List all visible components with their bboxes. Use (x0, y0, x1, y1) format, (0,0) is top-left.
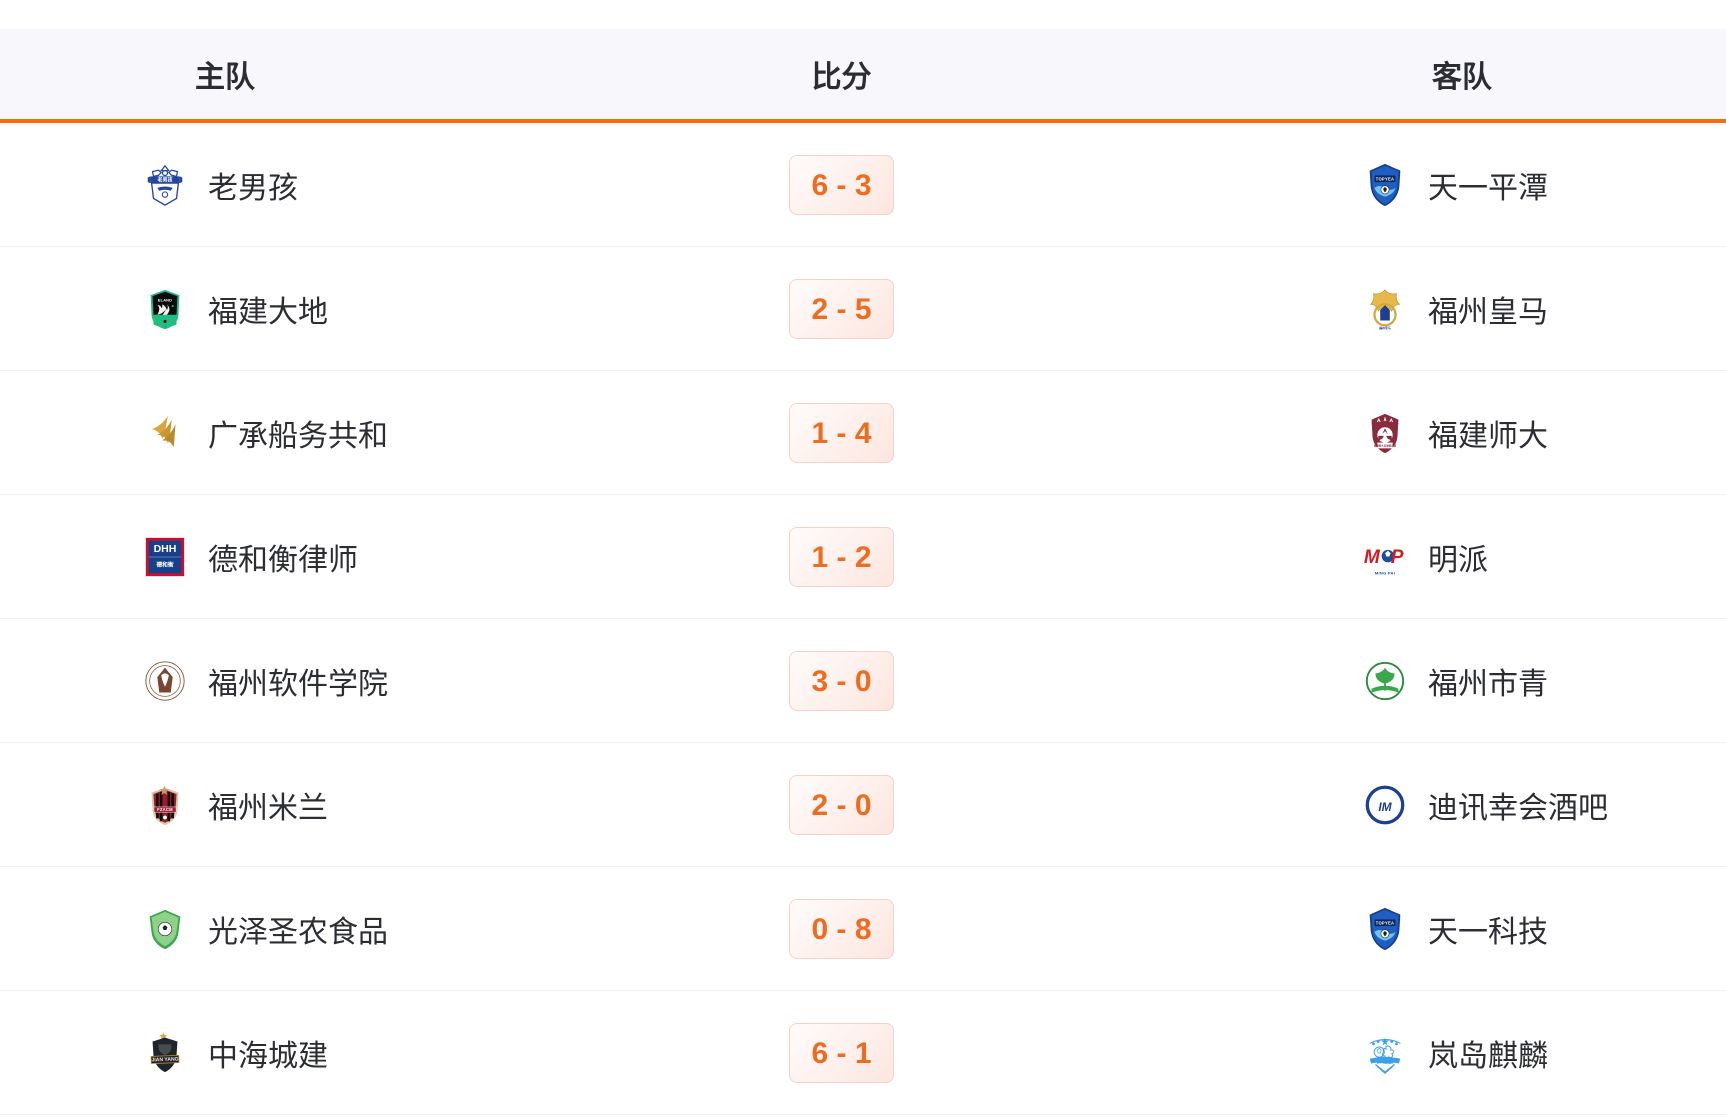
svg-text:FZACM: FZACM (157, 806, 173, 811)
svg-text:ELAND: ELAND (158, 298, 172, 302)
svg-text:福州皇马: 福州皇马 (1378, 325, 1391, 330)
svg-text:MING PAI: MING PAI (1375, 570, 1395, 575)
svg-text:TOPYEA: TOPYEA (1376, 176, 1395, 181)
svg-text:福建师大足球俱乐部: 福建师大足球俱乐部 (1373, 443, 1397, 447)
svg-text:德和衡: 德和衡 (156, 560, 173, 568)
svg-text:JIAN YANG: JIAN YANG (151, 1056, 178, 1063)
svg-text:DHH: DHH (154, 543, 177, 555)
svg-text:P: P (1391, 546, 1404, 567)
svg-text:M: M (1364, 546, 1381, 567)
svg-text:TOPYEA: TOPYEA (1376, 920, 1395, 925)
svg-text:IM: IM (1378, 799, 1392, 813)
svg-text:岚岛麒麟: 岚岛麒麟 (1376, 1058, 1392, 1063)
